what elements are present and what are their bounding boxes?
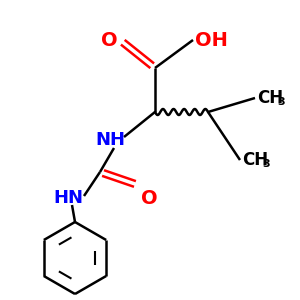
Text: OH: OH: [195, 31, 228, 50]
Text: HN: HN: [53, 189, 83, 207]
Text: O: O: [101, 31, 118, 50]
Text: O: O: [141, 189, 158, 208]
Text: CH: CH: [242, 151, 268, 169]
Text: 3: 3: [262, 159, 270, 169]
Text: NH: NH: [95, 131, 125, 149]
Text: 3: 3: [277, 97, 285, 107]
Text: CH: CH: [257, 89, 283, 107]
